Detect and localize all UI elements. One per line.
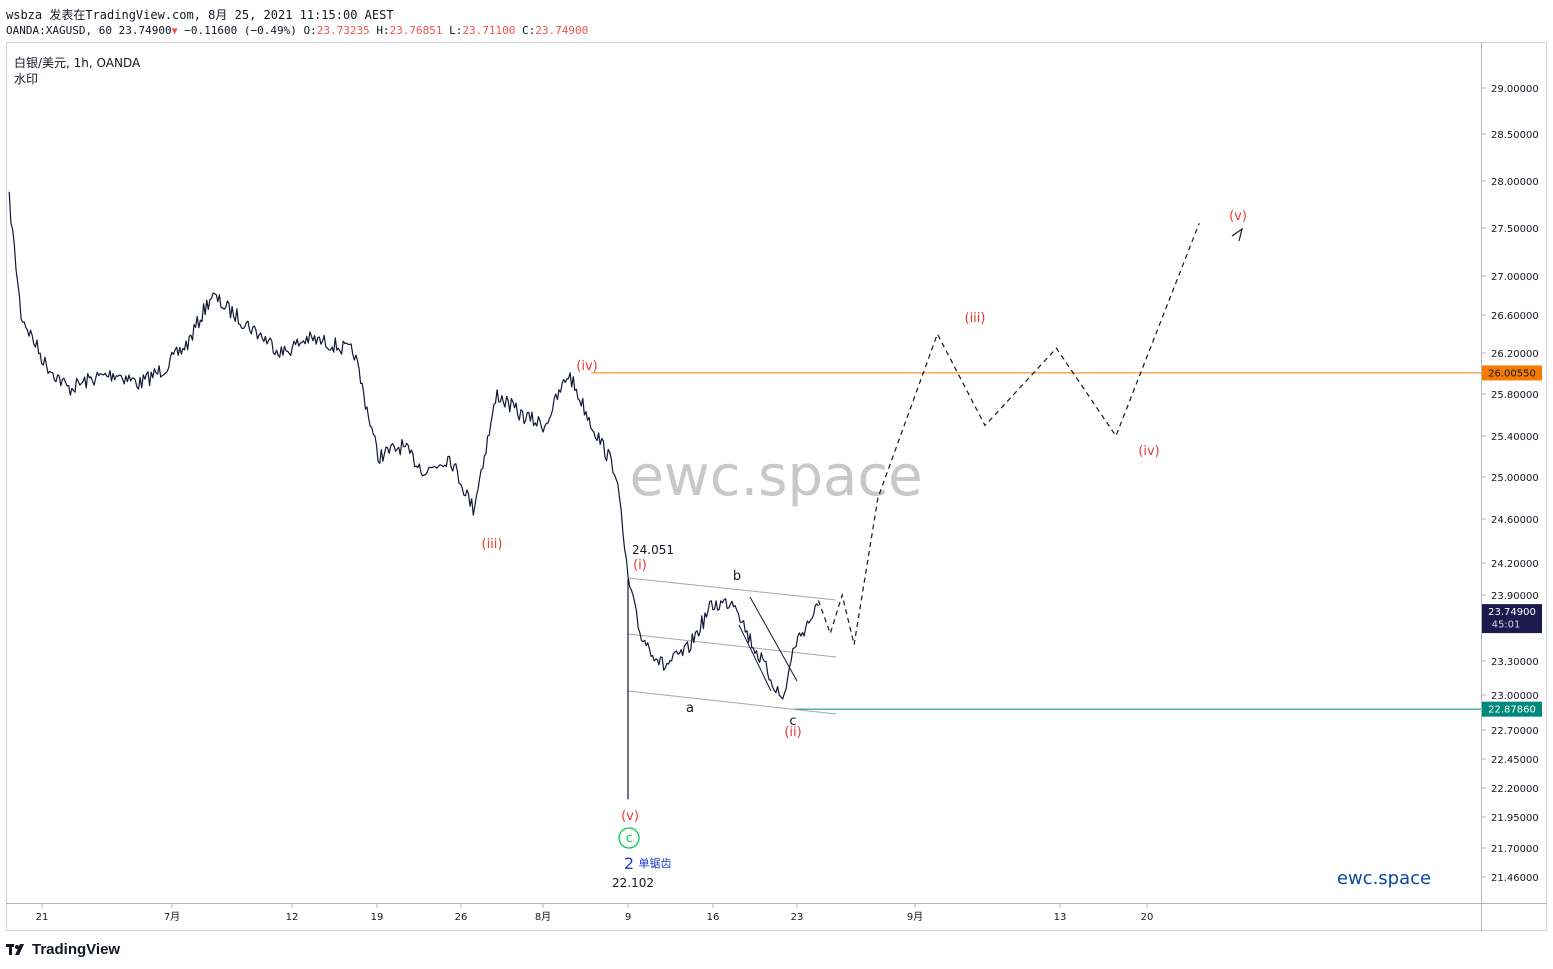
- wedge-line-right: [749, 596, 798, 682]
- zigzag-label: 单锯齿: [639, 856, 672, 870]
- svg-text:22.87860: 22.87860: [1488, 705, 1536, 716]
- channel-middle-line: [627, 633, 837, 658]
- wave-label-iv-prev: (iv): [576, 359, 597, 374]
- price-series-line: [8, 191, 819, 700]
- high-value-label: 24.051: [632, 543, 674, 557]
- symbol-ohlc-line: OANDA:XAGUSD, 60 23.74900▼ −0.11600 (−0.…: [6, 24, 588, 37]
- y-tick-label: 21.95000: [1491, 813, 1539, 824]
- x-tick-label: 20: [1141, 912, 1154, 923]
- y-tick-label: 25.00000: [1491, 473, 1539, 484]
- down-triangle-icon: ▼: [171, 26, 178, 37]
- open-value: 23.73235: [316, 24, 370, 37]
- brand-mark: ewc.space: [1337, 868, 1431, 889]
- x-tick-label: 23: [791, 912, 804, 923]
- y-tick-label: 26.60000: [1491, 311, 1539, 322]
- subwave-label-b: b: [733, 569, 741, 584]
- x-tick-label: 7月: [164, 911, 180, 923]
- x-tick-label: 21: [36, 912, 49, 923]
- chart-subtitle: 水印: [14, 72, 38, 86]
- chart-frame: [6, 42, 1547, 931]
- wave-label-i: (i): [633, 558, 647, 573]
- wave-label-v-prev: (v): [621, 809, 639, 824]
- watermark-text: ewc.space: [629, 444, 922, 509]
- y-tick-label: 25.80000: [1491, 390, 1539, 401]
- tradingview-brand: TradingView: [32, 941, 121, 958]
- wave-label-iii-prev: (iii): [482, 537, 503, 552]
- y-tick-label: 23.90000: [1491, 591, 1539, 602]
- projection-path: [817, 223, 1200, 645]
- y-axis: 29.00000 28.50000 28.00000 27.50000 27.00000…: [1481, 84, 1539, 884]
- tradingview-footer[interactable]: TradingView: [6, 941, 120, 959]
- low-label: L:: [449, 24, 463, 37]
- svg-text:26.00550: 26.00550: [1488, 368, 1536, 379]
- x-tick-label: 19: [371, 912, 384, 923]
- projection-arrowhead: [1231, 227, 1243, 242]
- low-value: 23.71100: [462, 24, 516, 37]
- y-tick-label: 28.50000: [1491, 130, 1539, 141]
- wave-2-label: 2: [624, 854, 634, 873]
- y-tick-label: 22.45000: [1491, 755, 1539, 766]
- y-tick-label: 29.00000: [1491, 84, 1539, 95]
- x-tick-label: 9月: [907, 911, 923, 923]
- y-tick-label: 22.20000: [1491, 784, 1539, 795]
- wave-label-iii-next: (iii): [965, 311, 986, 326]
- svg-text:23.74900: 23.74900: [1488, 607, 1536, 618]
- close-value: 23.74900: [535, 24, 589, 37]
- resistance-price-tag: 26.00550: [1482, 365, 1542, 381]
- y-tick-label: 27.00000: [1491, 272, 1539, 283]
- y-tick-label: 28.00000: [1491, 177, 1539, 188]
- y-tick-label: 23.30000: [1491, 657, 1539, 668]
- subwave-label-a: a: [686, 701, 694, 716]
- wedge-line-left: [738, 624, 772, 692]
- x-tick-label: 16: [707, 912, 720, 923]
- x-tick-label: 8月: [535, 911, 551, 923]
- y-tick-label: 22.70000: [1491, 726, 1539, 737]
- y-tick-label: 21.46000: [1491, 873, 1539, 884]
- y-tick-label: 25.40000: [1491, 432, 1539, 443]
- circled-wave-c-label: c: [626, 831, 633, 845]
- circled-wave-c-icon: [618, 827, 640, 849]
- x-tick-label: 9: [625, 912, 631, 923]
- y-tick-label: 27.50000: [1491, 224, 1539, 235]
- tradingview-logo-icon: [6, 942, 28, 959]
- x-tick-label: 12: [286, 912, 299, 923]
- wave-label-ii: (ii): [784, 725, 801, 740]
- y-tick-label: 26.20000: [1491, 349, 1539, 360]
- y-tick-label: 23.00000: [1491, 691, 1539, 702]
- price-chart[interactable]: 白银/美元, 1h, OANDA 水印 ewc.space 29.0000028…: [0, 40, 1553, 935]
- support-price-tag: 22.87860: [1482, 701, 1542, 717]
- channel-upper-line: [627, 577, 837, 601]
- last-price-tag: 23.74900 45:01: [1482, 604, 1542, 634]
- open-label: O:: [303, 24, 317, 37]
- wave-label-iv-next: (iv): [1138, 444, 1159, 459]
- close-label: C:: [522, 24, 536, 37]
- svg-text:45:01: 45:01: [1492, 620, 1521, 631]
- low-value-label: 22.102: [612, 876, 654, 890]
- x-tick-label: 13: [1054, 912, 1067, 923]
- chart-title: 白银/美元, 1h, OANDA: [14, 55, 141, 70]
- y-tick-label: 24.60000: [1491, 515, 1539, 526]
- symbol-info: OANDA:XAGUSD, 60 23.74900: [6, 24, 172, 37]
- subwave-label-c: c: [789, 714, 796, 729]
- publish-line: wsbza 发表在TradingView.com, 8月 25, 2021 11…: [6, 8, 394, 22]
- high-label: H:: [376, 24, 390, 37]
- y-tick-label: 21.70000: [1491, 844, 1539, 855]
- x-tick-label: 26: [455, 912, 468, 923]
- channel-lower-line: [627, 690, 837, 715]
- wave-label-v-next: (v): [1229, 209, 1247, 224]
- y-tick-label: 24.20000: [1491, 559, 1539, 570]
- x-axis: 21 7月 12 19 26 8月 9 16 23 9月 13 20: [36, 904, 1154, 923]
- high-value: 23.76851: [389, 24, 443, 37]
- price-change: −0.11600 (−0.49%): [184, 24, 297, 37]
